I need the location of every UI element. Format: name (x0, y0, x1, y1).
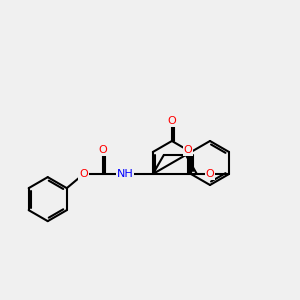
Text: O: O (206, 169, 214, 179)
Text: O: O (167, 116, 176, 126)
Text: O: O (184, 145, 192, 155)
Text: NH: NH (116, 169, 133, 179)
Text: O: O (98, 145, 107, 155)
Text: O: O (79, 169, 88, 179)
